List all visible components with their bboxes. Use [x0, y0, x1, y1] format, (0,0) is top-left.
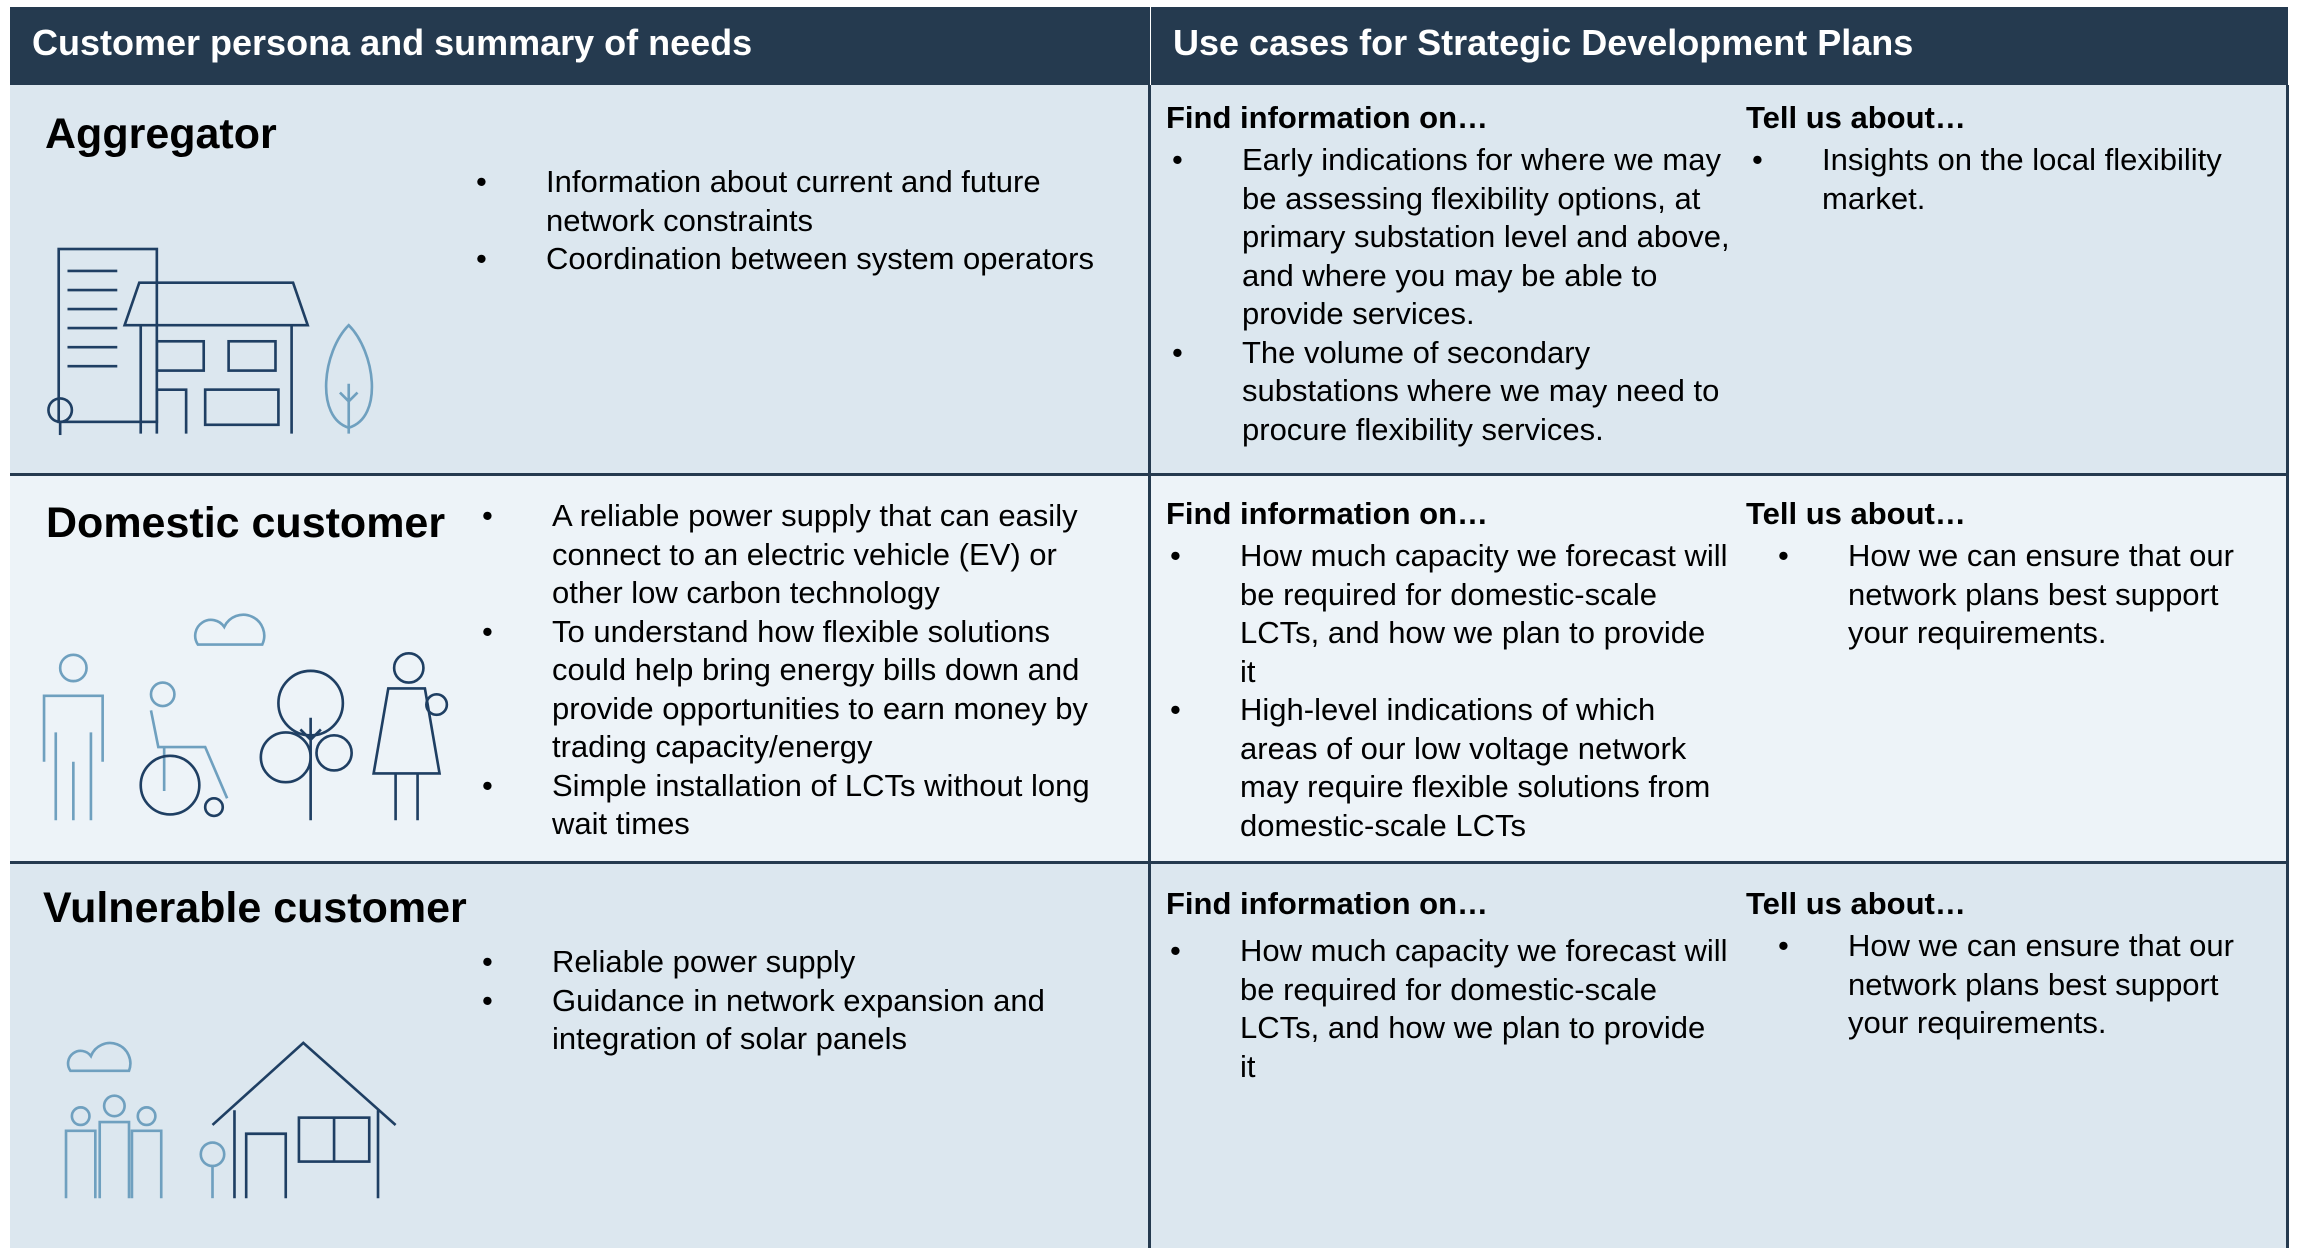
persona: Domestic customer [46, 499, 446, 547]
divider [2286, 85, 2289, 1248]
list-item: Information about current and future net… [474, 163, 1114, 240]
list-item: How we can ensure that our network plans… [1776, 927, 2276, 1043]
tell-list: How we can ensure that our network plans… [1776, 927, 2276, 1043]
list-item: How we can ensure that our network plans… [1776, 537, 2276, 653]
list-item: Guidance in network expansion and integr… [480, 982, 1120, 1059]
find-heading: Find information on… [1166, 886, 1489, 921]
find-list: How much capacity we forecast will be re… [1168, 932, 1728, 1086]
persona: Vulnerable customer [43, 884, 467, 932]
tell-heading: Tell us about… [1746, 886, 1966, 921]
needs-list: A reliable power supply that can easily … [480, 497, 1120, 844]
needs-list: Information about current and future net… [474, 163, 1114, 279]
list-item: Coordination between system operators [474, 240, 1114, 279]
find-list: Early indications for where we may be as… [1170, 141, 1730, 449]
list-item: How much capacity we forecast will be re… [1168, 932, 1728, 1086]
divider [1148, 85, 1151, 1248]
tell-heading: Tell us about… [1746, 496, 1966, 531]
list-item: High-level indications of which areas of… [1168, 691, 1728, 845]
tell-list: How we can ensure that our network plans… [1776, 537, 2276, 653]
list-item: The volume of secondary substations wher… [1170, 334, 1730, 450]
list-item: How much capacity we forecast will be re… [1168, 537, 1728, 691]
find-heading: Find information on… [1166, 100, 1489, 135]
find-list: How much capacity we forecast will be re… [1168, 537, 1728, 845]
list-item: A reliable power supply that can easily … [480, 497, 1120, 613]
list-item: To understand how flexible solutions cou… [480, 613, 1120, 767]
list-item: Simple installation of LCTs without long… [480, 767, 1120, 844]
persona: Aggregator [45, 110, 277, 158]
header-right: Use cases for Strategic Development Plan… [1151, 7, 2288, 85]
list-item: Reliable power supply [480, 943, 1120, 982]
needs-list: Reliable power supplyGuidance in network… [480, 943, 1120, 1059]
find-heading: Find information on… [1166, 496, 1489, 531]
tell-list: Insights on the local flexibility market… [1750, 141, 2250, 218]
tell-heading: Tell us about… [1746, 100, 1966, 135]
list-item: Early indications for where we may be as… [1170, 141, 1730, 334]
list-item: Insights on the local flexibility market… [1750, 141, 2250, 218]
header-left: Customer persona and summary of needs [10, 7, 1150, 85]
